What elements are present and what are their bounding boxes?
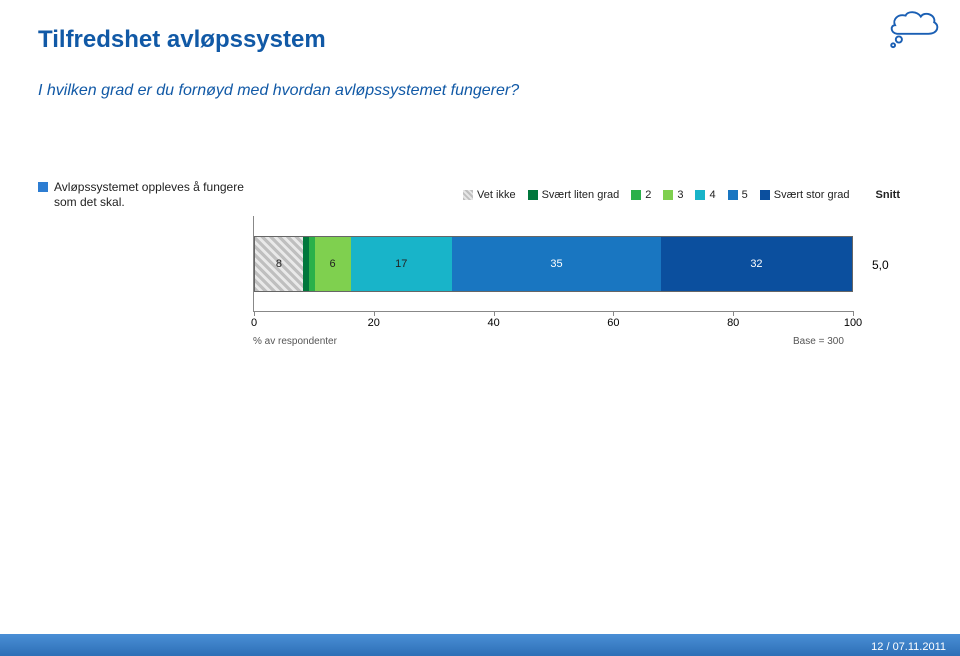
- legend-label: 2: [645, 189, 651, 201]
- legend-item: 2: [631, 189, 651, 201]
- bar-segment: 17: [351, 237, 452, 291]
- x-tick-label: 0: [251, 317, 257, 329]
- plot-area: 861735325,0 020406080100: [253, 216, 853, 312]
- bar-segment: 6: [315, 237, 351, 291]
- footer-text: 12 / 07.11.2011: [871, 641, 946, 653]
- legend-item: 5: [728, 189, 748, 201]
- legend-item: Vet ikke: [463, 189, 516, 201]
- x-tick-label: 40: [487, 317, 499, 329]
- legend-row: Avløpssystemet oppleves å fungere som de…: [38, 180, 908, 210]
- row-label: Avløpssystemet oppleves å fungere som de…: [54, 180, 253, 210]
- x-tick: [853, 311, 854, 316]
- row-label-block: Avløpssystemet oppleves å fungere som de…: [38, 180, 253, 210]
- footer-bar: 12 / 07.11.2011: [0, 634, 960, 656]
- legend-swatch-icon: [695, 190, 705, 200]
- x-tick: [254, 311, 255, 316]
- thought-cloud-icon: [888, 8, 946, 50]
- stacked-bar: 861735325,0: [254, 236, 853, 292]
- legend-swatch-icon: [463, 190, 473, 200]
- x-tick-label: 60: [607, 317, 619, 329]
- slide: Tilfredshet avløpssystem I hvilken grad …: [0, 0, 960, 656]
- page-title: Tilfredshet avløpssystem: [38, 26, 326, 54]
- x-tick: [613, 311, 614, 316]
- legend-swatch-icon: [760, 190, 770, 200]
- legend-snitt: Snitt: [876, 189, 900, 201]
- legend-label: 3: [677, 189, 683, 201]
- legend-item: 4: [695, 189, 715, 201]
- row-bullet-icon: [38, 182, 48, 192]
- snitt-value: 5,0: [872, 237, 889, 293]
- legend-label: Vet ikke: [477, 189, 516, 201]
- x-tick-label: 100: [844, 317, 862, 329]
- bar-segment: 32: [661, 237, 852, 291]
- bar-segment: 35: [452, 237, 661, 291]
- chart-container: Avløpssystemet oppleves å fungere som de…: [38, 180, 908, 312]
- legend-label: 4: [709, 189, 715, 201]
- x-tick-label: 20: [368, 317, 380, 329]
- legend-swatch-icon: [728, 190, 738, 200]
- x-axis-label: % av respondenter: [253, 336, 337, 347]
- x-tick: [733, 311, 734, 316]
- legend-label: 5: [742, 189, 748, 201]
- legend-label: Svært stor grad: [774, 189, 850, 201]
- legend-item: Svært stor grad: [760, 189, 850, 201]
- bar-segment: 8: [255, 237, 303, 291]
- base-label: Base = 300: [793, 336, 844, 347]
- legend-item: Svært liten grad: [528, 189, 620, 201]
- x-tick: [494, 311, 495, 316]
- legend-label: Svært liten grad: [542, 189, 620, 201]
- legend-swatch-icon: [528, 190, 538, 200]
- legend: Vet ikke Svært liten grad 2 3 4 5 Svært stor g…: [253, 189, 908, 201]
- x-tick: [374, 311, 375, 316]
- x-tick-label: 80: [727, 317, 739, 329]
- legend-swatch-icon: [631, 190, 641, 200]
- legend-item: 3: [663, 189, 683, 201]
- legend-swatch-icon: [663, 190, 673, 200]
- page-subtitle: I hvilken grad er du fornøyd med hvordan…: [38, 82, 519, 100]
